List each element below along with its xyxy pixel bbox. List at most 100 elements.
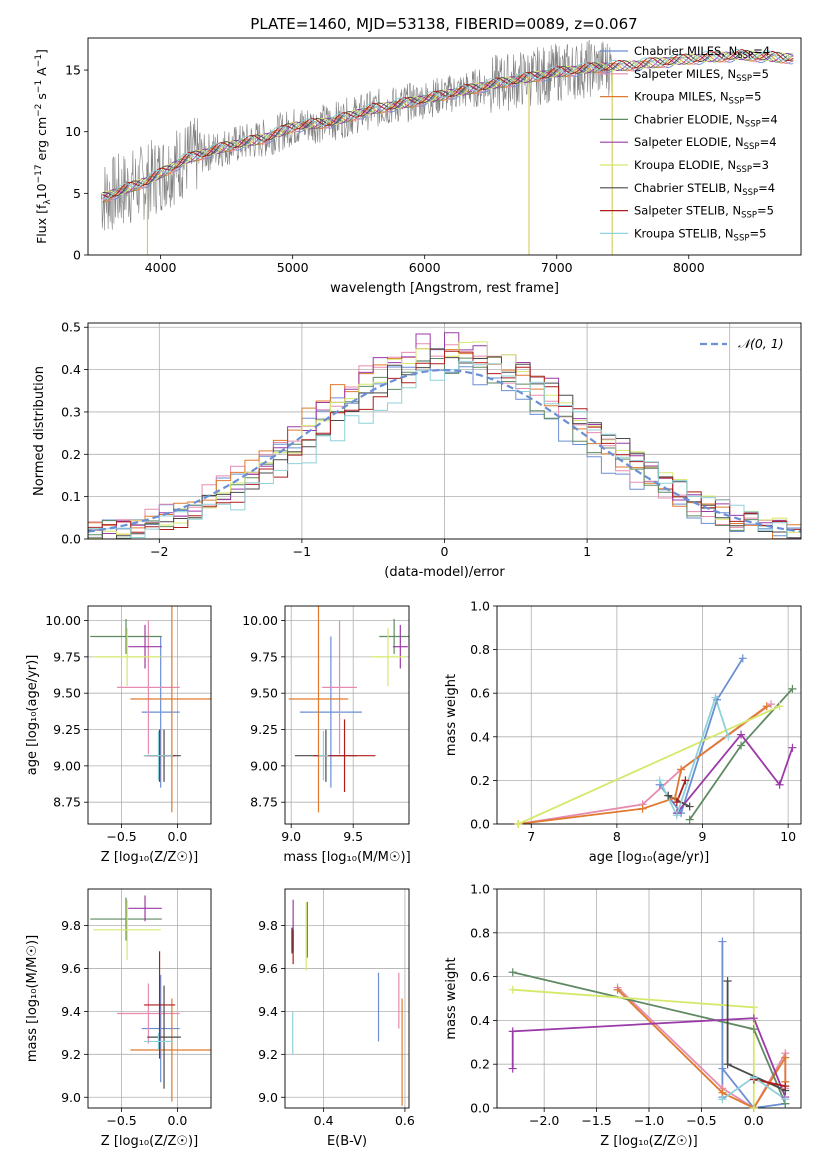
- x-tick-label: 10: [780, 829, 796, 844]
- plot-area: [88, 606, 211, 824]
- legend-sub: SSP: [736, 165, 752, 175]
- x-tick-label: 2: [726, 544, 734, 559]
- y-tick-label: 0.8: [470, 642, 490, 657]
- legend-text: Kroupa ELODIE, N: [634, 158, 736, 172]
- legend-normal: 𝒩(0, 1): [738, 336, 784, 351]
- x-axis-label: E(B-V): [327, 1134, 367, 1149]
- y-tick-label: 0.4: [61, 362, 81, 377]
- y-tick-label: 9.00: [53, 758, 81, 773]
- weight-marker-salpeter_elodie: [788, 743, 797, 752]
- data-spectrum-line: [100, 39, 613, 231]
- y-tick-label: 9.25: [53, 722, 81, 737]
- x-tick-label: 8: [613, 829, 621, 844]
- y-label-part: λ: [43, 199, 53, 205]
- y-label-part: erg cm: [34, 117, 49, 165]
- y-tick-label: 0.2: [61, 447, 81, 462]
- y-label-part: ]: [34, 49, 49, 54]
- legend-entry-chabrier_elodie: Chabrier ELODIE, NSSP=4: [634, 112, 778, 129]
- legend-sub: SSP: [737, 51, 753, 61]
- weight-marker-kroupa_miles: [638, 804, 647, 813]
- weight-marker-kroupa_stelib: [672, 811, 681, 820]
- y-tick-label: 9.8: [61, 918, 81, 933]
- x-tick-label: −0.5: [106, 829, 136, 844]
- legend-text: Salpeter STELIB, N: [634, 204, 741, 218]
- plot-area: [497, 606, 801, 824]
- y-label-part: 10: [34, 183, 49, 199]
- weight-marker-chabrier_stelib: [723, 976, 732, 985]
- legend-sub: SSP: [744, 142, 760, 152]
- y-tick-label: 0.0: [470, 1101, 490, 1116]
- weight-marker-kroupa_stelib: [655, 776, 664, 785]
- y-tick-label: 0.4: [470, 729, 490, 744]
- weight-line-salpeter_elodie: [511, 1017, 787, 1098]
- weight-marker-salpeter_stelib: [672, 798, 681, 807]
- model-spectrum-salpeter_miles: [102, 51, 794, 202]
- weight-marker-salpeter_stelib: [681, 776, 690, 785]
- weight-marker-kroupa_elodie: [508, 985, 517, 994]
- y-tick-label: 15: [65, 63, 81, 78]
- weight-marker-chabrier_elodie: [749, 1025, 758, 1034]
- x-tick-label: 6000: [409, 260, 441, 275]
- x-tick-label: 5000: [277, 260, 309, 275]
- x-tick-label: −2.0: [529, 1113, 559, 1128]
- y-tick-label: 9.00: [250, 758, 278, 773]
- x-tick-label: −1.5: [581, 1113, 611, 1128]
- weight-marker-kroupa_elodie: [749, 1003, 758, 1012]
- y-tick-label: 0.4: [470, 1013, 490, 1028]
- weight-marker-kroupa_miles: [671, 793, 680, 802]
- plot-area: [497, 889, 801, 1108]
- legend-entry-kroupa_stelib: Kroupa STELIB, NSSP=5: [634, 226, 766, 243]
- weight-marker-chabrier_miles: [718, 1064, 727, 1073]
- legend-n: =4: [758, 181, 775, 195]
- legend-n: =4: [753, 44, 770, 58]
- weight-line-kroupa_elodie: [512, 988, 755, 1108]
- y-tick-label: 0.0: [61, 532, 81, 547]
- y-axis-label: age [log₁₀(age/yr)]: [25, 655, 40, 776]
- legend-n: =3: [752, 158, 769, 172]
- y-tick-label: 9.2: [61, 1047, 81, 1062]
- y-tick-label: 9.6: [258, 961, 278, 976]
- weight-line-kroupa_elodie: [518, 705, 780, 824]
- weight-marker-chabrier_elodie: [685, 815, 694, 824]
- weight-marker-salpeter_elodie: [775, 780, 784, 789]
- y-tick-label: 9.4: [258, 1004, 278, 1019]
- y-tick-label: 10: [65, 124, 81, 139]
- weight-marker-salpeter_stelib: [781, 1082, 790, 1091]
- y-tick-label: 9.75: [53, 649, 81, 664]
- y-label-part: Flux [f: [34, 204, 49, 244]
- y-tick-label: 0.8: [470, 925, 490, 940]
- legend-n: =5: [757, 204, 774, 218]
- x-tick-label: −1: [293, 544, 311, 559]
- weight-marker-kroupa_stelib: [718, 1095, 727, 1104]
- y-tick-label: 8.75: [250, 795, 278, 810]
- x-axis-label: Z [log₁₀(Z/Z☉)]: [600, 1134, 697, 1149]
- model-spectrum-kroupa_elodie: [102, 50, 794, 196]
- axes-frame: [87, 605, 212, 825]
- weight-marker-chabrier_stelib: [664, 791, 673, 800]
- weight-marker-chabrier_elodie: [788, 684, 797, 693]
- weight-line-salpeter_elodie: [676, 733, 794, 814]
- weight-marker-chabrier_miles: [738, 654, 747, 663]
- weight-marker-kroupa_miles: [762, 702, 771, 711]
- legend-entry-chabrier_stelib: Chabrier STELIB, NSSP=4: [634, 181, 775, 198]
- y-tick-label: 1.0: [470, 882, 490, 897]
- axes-frame: [496, 605, 802, 825]
- x-tick-label: 0.0: [168, 829, 188, 844]
- y-label-part: −1: [34, 54, 44, 67]
- axes-frame: [87, 888, 212, 1109]
- model-spectrum-kroupa_stelib: [102, 49, 794, 200]
- y-tick-label: 0.6: [470, 969, 490, 984]
- y-label-part: −17: [34, 164, 44, 183]
- weight-marker-chabrier_stelib: [723, 1060, 732, 1069]
- legend-text: Salpeter ELODIE, N: [634, 135, 744, 149]
- normal-curve: [88, 368, 801, 533]
- axes-frame: [496, 888, 802, 1109]
- y-axis-label: mass [log₁₀(M/M☉)]: [25, 935, 40, 1062]
- x-tick-label: 1: [583, 544, 591, 559]
- weight-marker-kroupa_stelib: [749, 1073, 758, 1082]
- legend-n: =4: [760, 135, 777, 149]
- y-tick-label: 0.2: [470, 773, 490, 788]
- x-tick-label: 0: [441, 544, 449, 559]
- weight-marker-kroupa_stelib: [781, 1095, 790, 1104]
- y-tick-label: 0.1: [61, 489, 81, 504]
